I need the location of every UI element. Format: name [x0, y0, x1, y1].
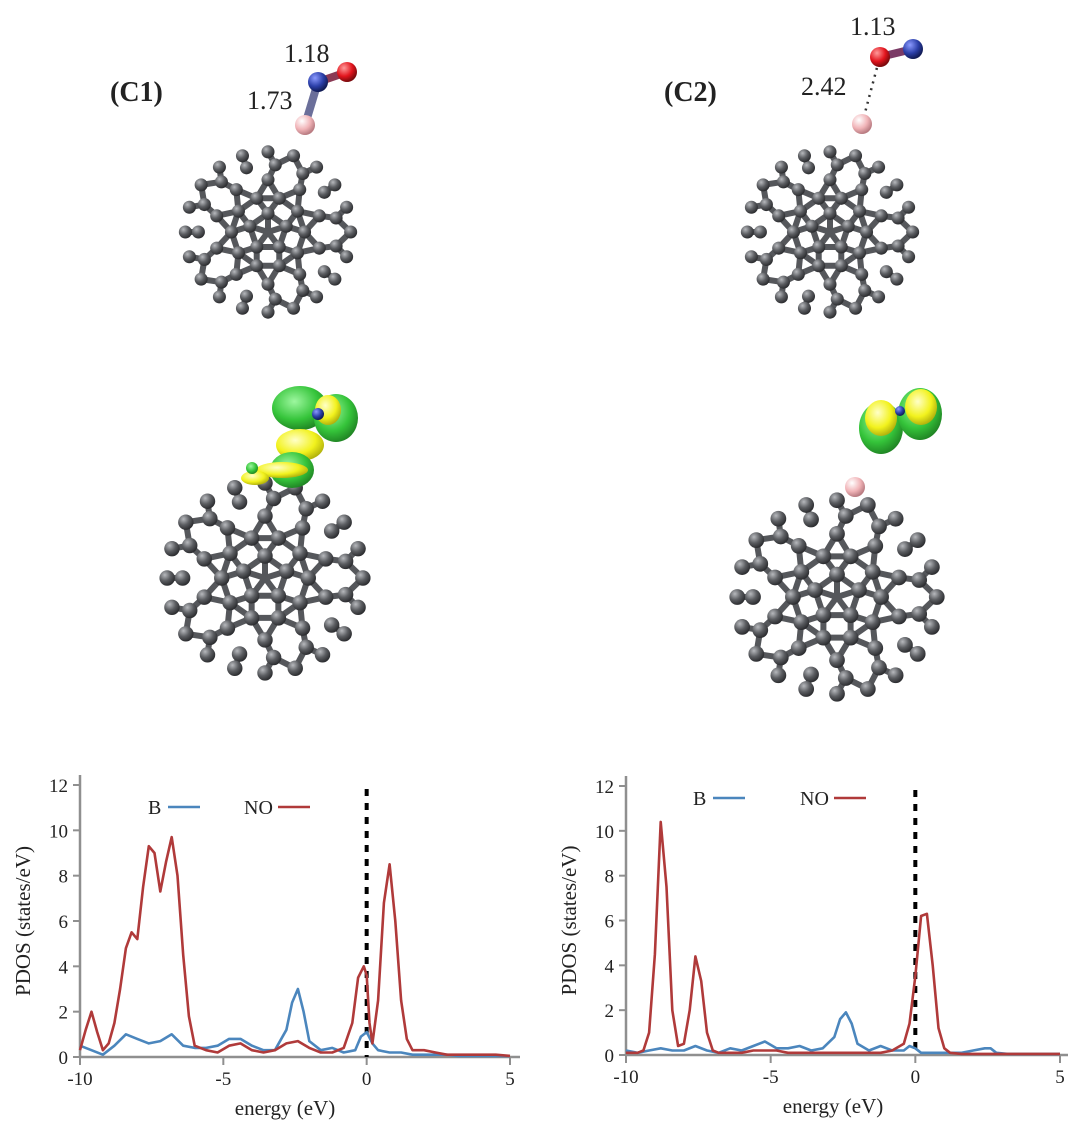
c1-y-tick-label: 0 — [59, 1048, 69, 1069]
c2-oxygen-atom — [870, 47, 890, 67]
c2-y-tick-label: 12 — [595, 777, 614, 798]
c1-structure: (C1) 1.18 1.73 — [110, 39, 358, 319]
c1-x-tick-label: -5 — [215, 1069, 231, 1090]
c1-orbital-structure — [159, 386, 371, 681]
c2-y-tick-label: 0 — [605, 1046, 615, 1067]
c2-boron-atom — [852, 114, 872, 134]
c1-x-tick-label: 0 — [362, 1069, 372, 1090]
c2-x-axis-title: energy (eV) — [783, 1094, 883, 1118]
c2-bond-length-no: 1.13 — [850, 12, 896, 41]
c2-y-tick-label: 10 — [595, 822, 614, 843]
c2-fullerene — [740, 145, 920, 319]
c2-y-tick-label: 8 — [605, 867, 615, 888]
c1-y-tick-label: 8 — [59, 867, 69, 888]
c2-series-b-line — [625, 1011, 1060, 1056]
c2-series-no-line — [626, 820, 1060, 1056]
c2-x-tick-label: 5 — [1055, 1067, 1065, 1088]
c2-y-tick-label: 6 — [605, 912, 615, 933]
c2-legend-label-no: NO — [800, 788, 829, 810]
c2-orbital-structure — [729, 388, 945, 702]
c1-x-tick-label: -10 — [67, 1069, 92, 1090]
c2-bond-length-bno: 2.42 — [801, 72, 847, 101]
c1-orbital-lobes — [241, 386, 358, 488]
c1-legend-label-no: NO — [244, 797, 273, 819]
c2-y-tick-label: 4 — [605, 956, 615, 977]
c2-y-tick-label: 2 — [605, 1001, 615, 1022]
c1-y-tick-label: 2 — [59, 1003, 69, 1024]
c1-y-tick-label: 4 — [59, 957, 69, 978]
c2-panel-label: (C2) — [664, 77, 717, 108]
c1-x-axis-title: energy (eV) — [235, 1096, 335, 1120]
c1-bond-length-no: 1.18 — [284, 39, 330, 68]
c2-x-tick-label: 0 — [911, 1067, 921, 1088]
c2-legend-label-b: B — [693, 788, 706, 810]
c1-orbital-fullerene — [159, 475, 371, 681]
c2-y-axis-title: PDOS (states/eV) — [557, 846, 581, 996]
c2-x-tick-label: -5 — [763, 1067, 779, 1088]
c2-orbital-lobes — [859, 388, 942, 454]
c2-orbital-boron-atom — [845, 477, 865, 497]
c1-legend-label-b: B — [148, 797, 161, 819]
chart-c1-pdos: -10 -5 0 5 0 2 4 6 8 10 12 energy (eV) PDOS (states/… — [11, 775, 520, 1120]
c1-series-b-line — [79, 987, 510, 1058]
c1-y-tick-label: 6 — [59, 912, 69, 933]
c1-fullerene — [178, 145, 358, 319]
c2-x-tick-label: -10 — [613, 1067, 638, 1088]
c1-y-tick-label: 12 — [49, 776, 68, 797]
c1-oxygen-atom — [337, 62, 357, 82]
c1-series-no-line — [78, 835, 511, 1058]
c1-nitrogen-atom — [308, 72, 328, 92]
c1-x-tick-label: 5 — [505, 1069, 515, 1090]
c1-boron-atom — [295, 115, 315, 135]
c1-bond-length-bn: 1.73 — [247, 86, 293, 115]
chart-c2-pdos: -10 -5 0 5 0 2 4 6 8 10 12 energy (eV) PDOS (states/… — [557, 776, 1068, 1118]
c1-panel-label: (C1) — [110, 77, 163, 108]
c2-nitrogen-atom — [903, 39, 923, 59]
c1-y-axis-title: PDOS (states/eV) — [11, 846, 35, 996]
c2-structure: (C2) 1.13 2.42 — [664, 12, 923, 319]
c1-y-tick-label: 10 — [49, 821, 68, 842]
c2-orbital-fullerene — [729, 492, 945, 702]
